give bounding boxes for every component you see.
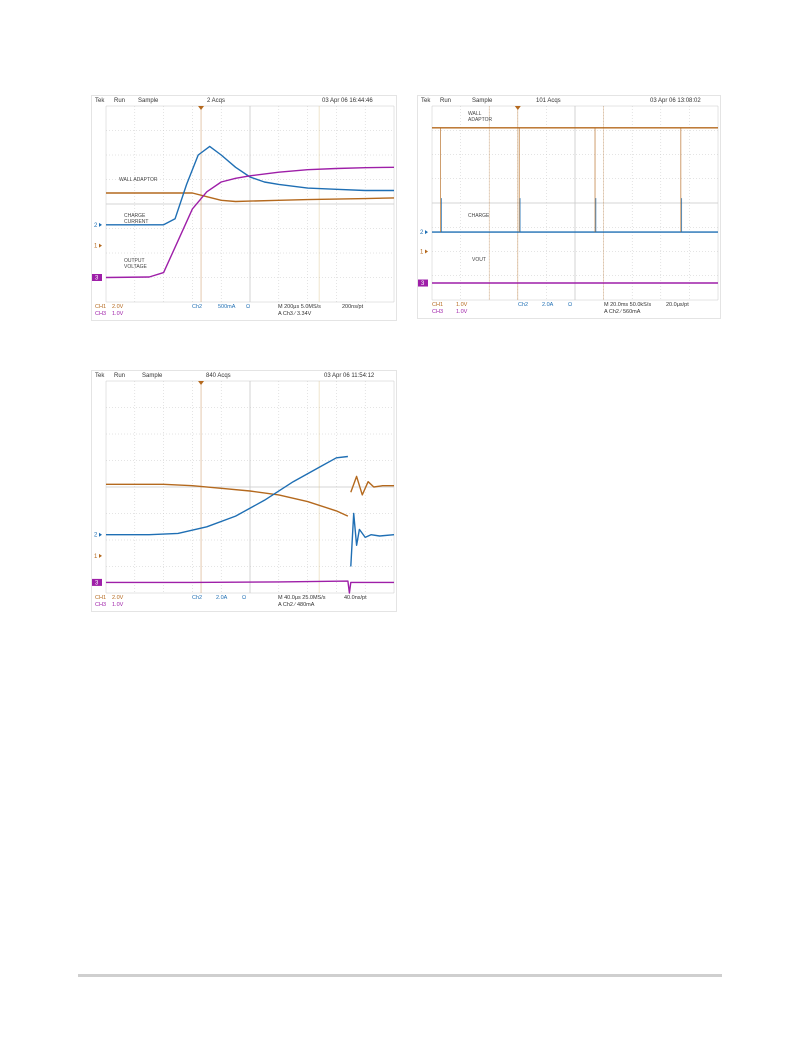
ch3-marker-label: 3 (421, 281, 425, 287)
record-rate: 40.0ns/pt (344, 595, 367, 601)
ch1-ground-marker (99, 553, 102, 558)
date-time: 03 Apr 06 11:54:12 (324, 373, 375, 379)
timebase: M 20.0ms 50.0kS/s (604, 302, 652, 308)
date-time: 03 Apr 06 13:08:02 (650, 98, 701, 104)
run-state: Run (114, 373, 126, 379)
ch3-ground-marker (92, 274, 102, 281)
scope-1: 2 1 3 Tek Run Sample 2 Acqs 03 Apr 06 16:4… (91, 95, 397, 321)
ch2-ground-marker (425, 230, 428, 235)
scope-3-footer: CH1 2.0V CH3 1.0V Ch2 2.0A Ω M 40.0μs 25… (92, 595, 396, 611)
ch3-ground-marker (92, 578, 102, 586)
scope-2-plot: 2 1 3 (418, 105, 719, 301)
acq-mode: Sample (138, 98, 159, 104)
ch1-marker-label: 1 (420, 250, 424, 256)
run-state: Run (440, 98, 452, 104)
label-vout: VOUT (472, 257, 486, 263)
trace-ch3-4 (106, 580, 394, 594)
scope-2: 2 1 3 Tek Run Sample 101 Acqs 03 Apr 06 13… (417, 95, 721, 319)
record-rate: 200ns/pt (342, 304, 364, 310)
label-wall-adaptor: WALL ADAPTOR (468, 111, 493, 123)
trace-ch3-2 (105, 166, 395, 279)
brand-label: Tek (95, 98, 105, 104)
ch2-ground-marker (99, 532, 102, 537)
run-state: Run (114, 98, 126, 104)
trace-ch1-0 (106, 483, 349, 517)
trigger-setting: A Ch2 ∕ 480mA (278, 602, 315, 608)
label-wall-adaptor: WALL ADAPTOR (119, 177, 158, 183)
ch2-label: Ch2 (192, 304, 203, 310)
label-charge: CHARGE (468, 213, 490, 219)
ch2-marker-label: 2 (94, 533, 98, 539)
ohm-symbol: Ω (242, 595, 247, 601)
scope-3-header: Tek Run Sample 840 Acqs 03 Apr 06 11:54:… (92, 371, 396, 381)
ch1-ground-marker (425, 249, 428, 254)
ch1-marker-label: 1 (94, 554, 98, 560)
ch3-label: CH3 (95, 602, 107, 608)
ch2-marker-label: 2 (420, 230, 424, 236)
ch2-scale: 2.0A (216, 595, 228, 601)
ch1-scale: 2.0V (112, 304, 124, 310)
acq-mode: Sample (472, 98, 493, 104)
scope-2-header: Tek Run Sample 101 Acqs 03 Apr 06 13:08:… (418, 96, 720, 106)
ch3-marker-label: 3 (95, 276, 99, 282)
trigger-arrow (198, 106, 205, 110)
record-rate: 20.0μs/pt (666, 302, 689, 308)
trigger-arrow (198, 381, 205, 385)
ch1-label: CH1 (95, 304, 107, 310)
ch1-label: CH1 (432, 302, 444, 308)
label-charge-current: CHARGE CURRENT (124, 213, 149, 225)
scope-3: 2 1 3 Tek Run Sample 840 Acqs 03 Apr 06 11… (91, 370, 397, 612)
scope-2-footer: CH1 1.0V CH3 1.0V Ch2 2.0A Ω M 20.0ms 50… (418, 302, 720, 318)
trace-ch1-1 (350, 475, 394, 496)
timebase: M 200μs 5.0MS/s (278, 304, 321, 310)
brand-label: Tek (421, 98, 431, 104)
ch3-scale: 1.0V (112, 602, 124, 608)
trace-ch2-2 (106, 455, 348, 536)
trace-ch1-0 (106, 192, 395, 203)
ch1-scale: 2.0V (112, 595, 124, 601)
acq-count: 101 Acqs (536, 98, 561, 104)
ch3-ground-marker (418, 279, 428, 287)
acq-count: 840 Acqs (206, 373, 231, 379)
ch1-scale: 1.0V (456, 302, 468, 308)
ch2-scale: 2.0A (542, 302, 554, 308)
ch2-label: Ch2 (192, 595, 203, 601)
scope-3-plot: 2 1 3 (92, 380, 395, 594)
trigger-setting: A Ch3 ∕ 3.34V (278, 311, 312, 317)
ch2-marker-label: 2 (94, 223, 98, 229)
ch1-ground-marker (99, 243, 102, 248)
ch3-marker-label: 3 (95, 580, 99, 586)
trigger-arrow (514, 106, 521, 110)
ch1-marker-label: 1 (94, 244, 98, 250)
ohm-symbol: Ω (246, 304, 251, 310)
scope-1-footer: CH1 2.0V CH3 1.0V Ch2 500mA Ω M 200μs 5.… (92, 304, 396, 320)
date-time: 03 Apr 06 16:44:46 (322, 98, 373, 104)
label-output-voltage: OUTPUT VOLTAGE (124, 258, 147, 270)
brand-label: Tek (95, 373, 105, 379)
trace-ch2-3 (350, 512, 395, 567)
ch2-label: Ch2 (518, 302, 529, 308)
acq-count: 2 Acqs (207, 98, 226, 104)
footer-divider (78, 974, 722, 977)
acq-mode: Sample (142, 373, 163, 379)
scope-1-plot: 2 1 3 (92, 105, 395, 303)
ch1-label: CH1 (95, 595, 107, 601)
ch3-label: CH3 (95, 311, 107, 317)
timebase: M 40.0μs 25.0MS/s (278, 595, 326, 601)
scope-1-header: Tek Run Sample 2 Acqs 03 Apr 06 16:44:46 (92, 96, 396, 106)
ch2-scale: 500mA (218, 304, 236, 310)
trace-ch2-1 (106, 145, 394, 226)
ch3-scale: 1.0V (112, 311, 124, 317)
ch2-ground-marker (99, 222, 102, 227)
trigger-setting: A Ch2 ∕ 560mA (604, 309, 641, 315)
ch3-scale: 1.0V (456, 309, 468, 315)
ch3-label: CH3 (432, 309, 444, 315)
ohm-symbol: Ω (568, 302, 573, 308)
